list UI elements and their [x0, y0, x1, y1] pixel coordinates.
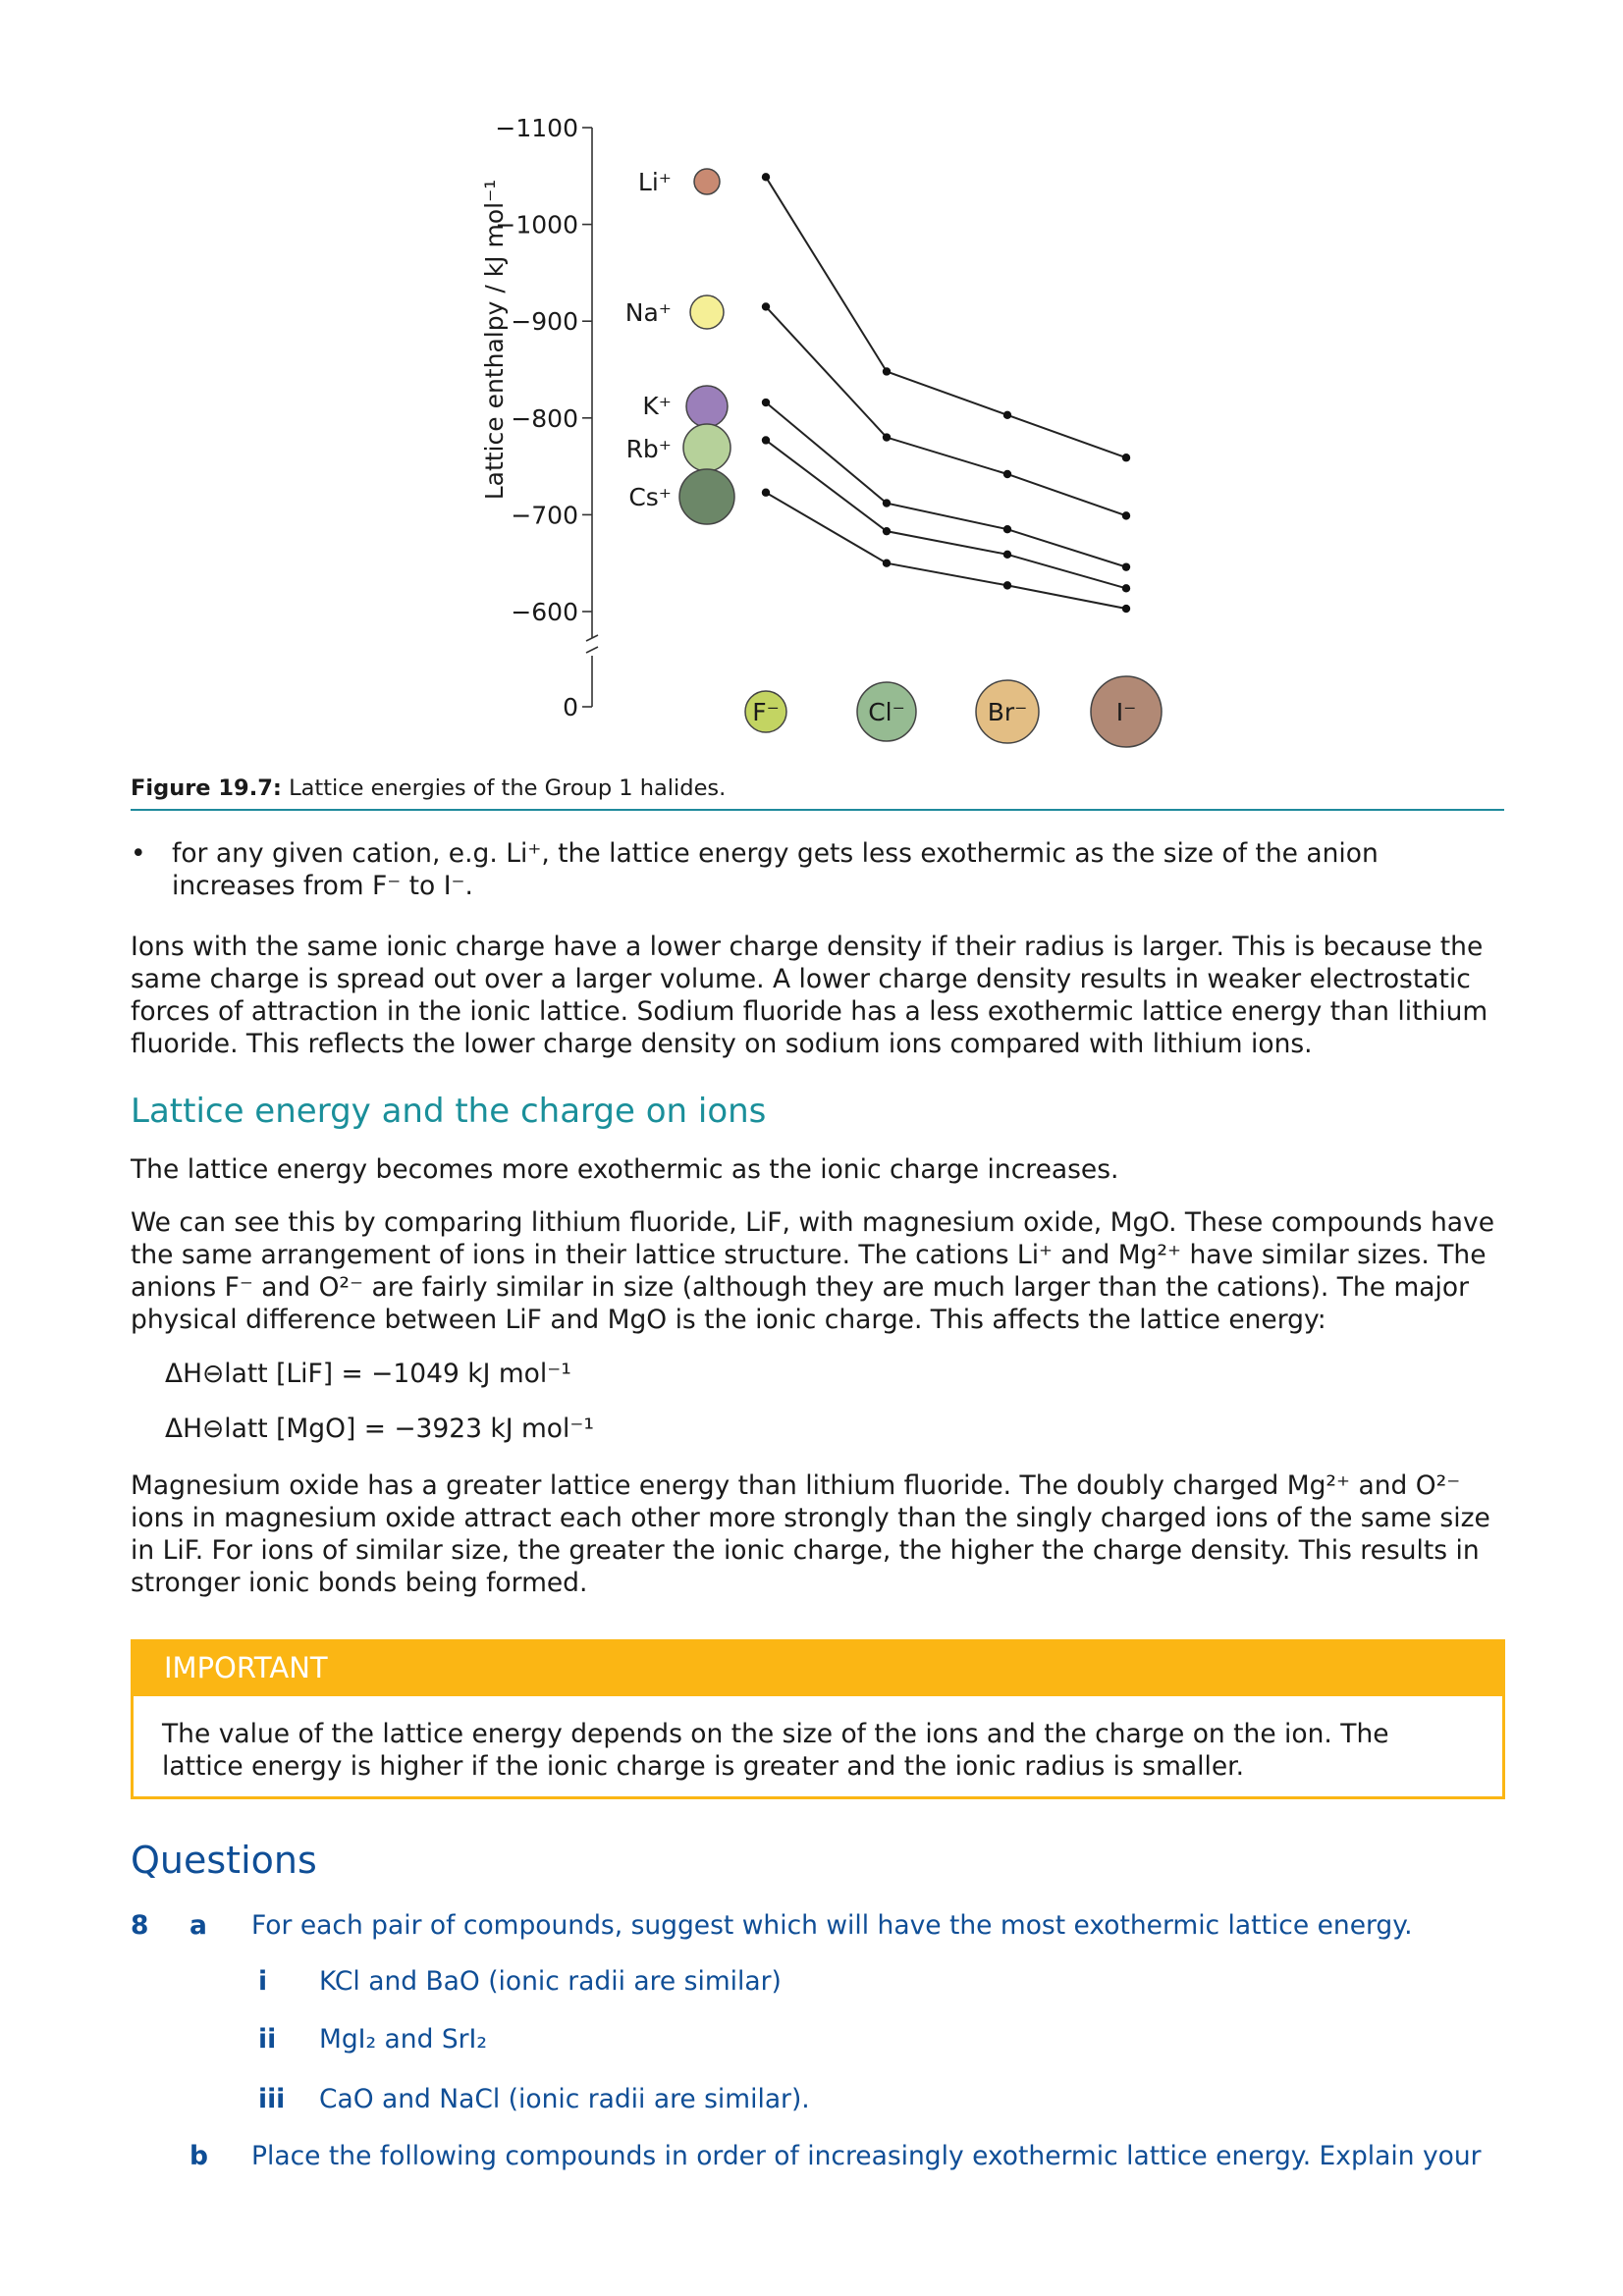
- question-part-b-text: Place the following compounds in order o…: [251, 2141, 1482, 2171]
- question-sub-iii-text: CaO and NaCl (ionic radii are similar).: [319, 2084, 810, 2114]
- data-point: [882, 433, 892, 442]
- data-point: [1002, 550, 1012, 560]
- important-text: The value of the lattice energy depends …: [162, 1719, 1389, 1782]
- data-point: [761, 436, 771, 445]
- y-tick-label: −800: [511, 404, 578, 433]
- axis-break-mark-top: [585, 634, 599, 642]
- y-tick-label: −1100: [495, 114, 578, 142]
- data-point: [1002, 469, 1012, 479]
- data-point: [882, 499, 892, 507]
- figure-caption: Figure 19.7: Lattice energies of the Gro…: [131, 775, 726, 801]
- data-point: [761, 398, 771, 407]
- anion-circle: [975, 679, 1040, 744]
- cation-label: Na⁺: [625, 298, 672, 327]
- y-axis-label-group: Lattice enthalpy / kJ mol⁻¹: [480, 180, 509, 501]
- data-point: [882, 526, 892, 536]
- series-lines: [761, 173, 1131, 614]
- caption-divider: [131, 809, 1504, 811]
- y-tick-label: −1000: [495, 211, 578, 240]
- question-sub-iii-label: iii: [258, 2084, 286, 2114]
- cation-label: K⁺: [642, 392, 672, 420]
- series-line: [765, 401, 1127, 568]
- figure-label: Figure 19.7:: [131, 775, 282, 801]
- axis-break-mark-bottom: [585, 646, 599, 654]
- equation-mgo: ΔH⊖latt [MgO] = −3923 kJ mol⁻¹: [165, 1414, 594, 1444]
- questions-heading: Questions: [131, 1839, 317, 1882]
- data-point: [1121, 584, 1131, 593]
- anion-label: Br⁻: [988, 698, 1028, 726]
- anion-axis: F⁻ Cl⁻ Br⁻ I⁻: [744, 675, 1163, 748]
- paragraph-charge-density: Ions with the same ionic charge have a l…: [131, 932, 1488, 1059]
- y-tick-label: −900: [511, 307, 578, 336]
- cation-label: Li⁺: [638, 168, 672, 196]
- question-sub-ii-label: ii: [258, 2024, 277, 2055]
- anion-label: I⁻: [1116, 698, 1137, 726]
- question-sub-i-label: i: [258, 1966, 268, 1997]
- anion-circle: [744, 690, 787, 733]
- series-line: [765, 305, 1127, 517]
- series-line: [765, 176, 1127, 459]
- paragraph-mgo: Magnesium oxide has a greater lattice en…: [131, 1470, 1490, 1598]
- data-point: [882, 367, 892, 376]
- cation-label: Rb⁺: [626, 435, 672, 463]
- section-heading: Lattice energy and the charge on ions: [131, 1092, 767, 1131]
- paragraph-intro: The lattice energy becomes more exotherm…: [131, 1154, 1119, 1185]
- question-part-a-label: a: [189, 1910, 207, 1941]
- important-title: IMPORTANT: [164, 1651, 328, 1684]
- data-point: [1002, 524, 1012, 534]
- bullet-text: for any given cation, e.g. Li⁺, the latt…: [172, 838, 1379, 901]
- figure-caption-text: Lattice energies of the Group 1 halides.: [289, 775, 727, 801]
- anion-label: F⁻: [752, 698, 780, 726]
- data-point: [761, 302, 771, 311]
- data-point: [1121, 562, 1131, 571]
- anion-label: Cl⁻: [868, 698, 905, 726]
- data-point: [882, 559, 892, 567]
- data-point: [761, 488, 771, 497]
- cation-circle: [682, 423, 731, 472]
- cation-circle: [678, 468, 735, 525]
- question-part-b-label: b: [189, 2141, 208, 2171]
- data-point: [1121, 511, 1131, 520]
- data-point: [1002, 581, 1012, 590]
- equation-lif: ΔH⊖latt [LiF] = −1049 kJ mol⁻¹: [165, 1359, 571, 1389]
- cation-legend: Li⁺ Na⁺ K⁺ Rb⁺ Cs⁺: [625, 168, 735, 525]
- question-sub-i-text: KCl and BaO (ionic radii are similar): [319, 1966, 782, 1997]
- question-part-a-text: For each pair of compounds, suggest whic…: [251, 1910, 1413, 1941]
- cation-circle: [693, 168, 721, 195]
- cation-circle: [689, 294, 725, 330]
- lattice-energy-chart: −1100 −1000 −900 −800 −700 −600 0 Lattice enth…: [480, 114, 1163, 748]
- anion-circle: [1090, 675, 1163, 748]
- y-tick-label: 0: [563, 693, 578, 721]
- bullet-symbol: •: [131, 838, 146, 869]
- cation-label: Cs⁺: [628, 483, 672, 511]
- data-point: [1121, 604, 1131, 614]
- series-line: [765, 439, 1127, 590]
- y-tick-label: −600: [511, 598, 578, 626]
- paragraph-comparison: We can see this by comparing lithium flu…: [131, 1207, 1495, 1335]
- series-line: [765, 491, 1127, 611]
- data-point: [1002, 410, 1012, 420]
- data-point: [1121, 454, 1131, 462]
- anion-circle: [856, 681, 917, 742]
- y-axis-label: Lattice enthalpy / kJ mol⁻¹: [480, 180, 509, 501]
- data-point: [761, 173, 771, 182]
- question-number: 8: [131, 1910, 149, 1941]
- y-tick-label: −700: [511, 501, 578, 529]
- y-axis: −1100 −1000 −900 −800 −700 −600 0: [495, 114, 599, 721]
- important-box-body: The value of the lattice energy depends …: [131, 1696, 1505, 1799]
- cation-circle: [685, 385, 729, 428]
- important-box-header: IMPORTANT: [131, 1639, 1505, 1696]
- question-sub-ii-text: MgI₂ and SrI₂: [319, 2024, 487, 2055]
